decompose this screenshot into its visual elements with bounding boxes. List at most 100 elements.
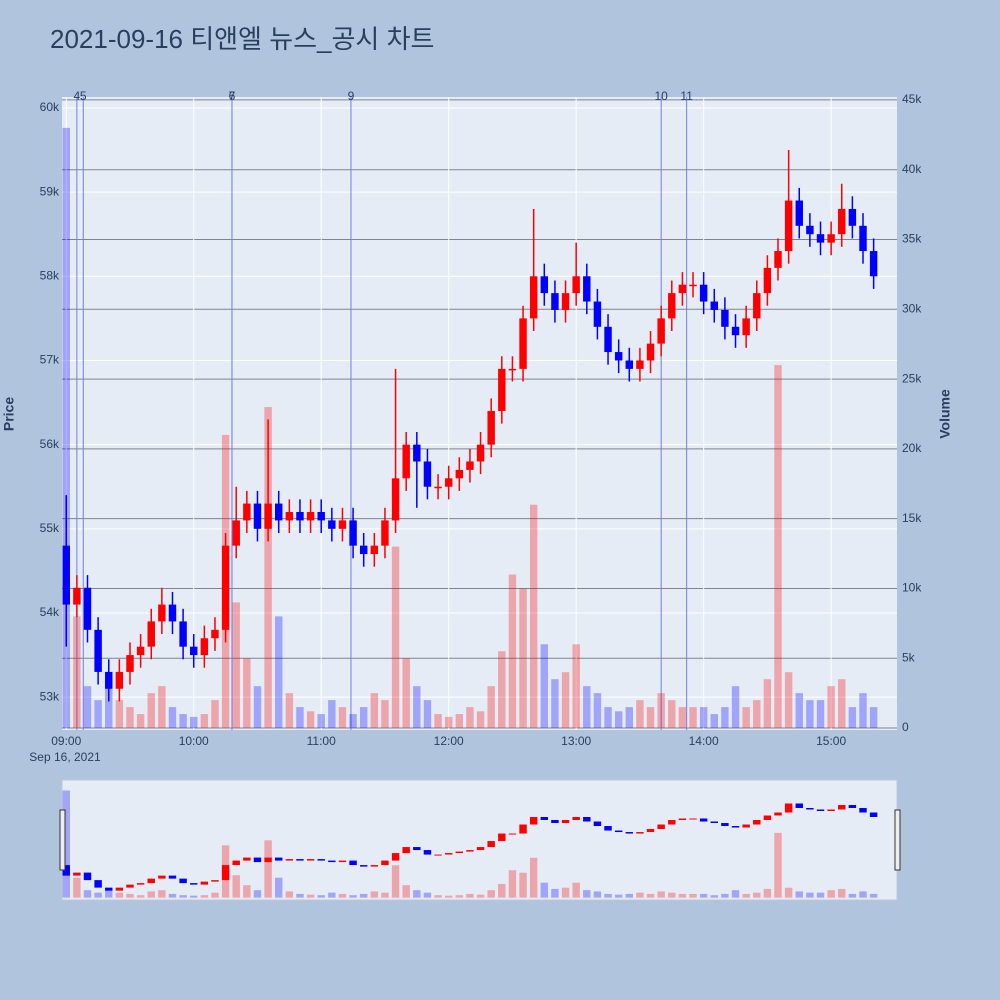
volume-bar xyxy=(816,700,825,729)
volume-bar xyxy=(381,700,389,729)
candle-body xyxy=(115,671,124,689)
mini-volume-bar xyxy=(508,870,517,898)
news-label: 4 xyxy=(74,89,81,103)
mini-volume-bar xyxy=(848,893,857,898)
candle-body xyxy=(94,629,102,672)
mini-volume-bar xyxy=(742,893,750,898)
volume-bar xyxy=(370,693,379,729)
candle-body xyxy=(62,545,70,605)
volume-bar xyxy=(62,127,70,729)
candle-body xyxy=(540,276,549,294)
candle-body xyxy=(604,326,612,353)
mini-volume-bar xyxy=(285,891,294,898)
slider-handle-left[interactable] xyxy=(59,809,66,871)
range-slider[interactable] xyxy=(61,779,898,901)
volume-bar xyxy=(636,700,644,729)
x-tick-label: 13:00 xyxy=(561,734,591,748)
volume-bar xyxy=(795,693,803,729)
mini-volume-bar xyxy=(413,890,421,898)
mini-volume-bar xyxy=(434,895,442,898)
y-axis-label: Price xyxy=(1,397,17,431)
candle-body xyxy=(243,503,251,521)
news-label: 11 xyxy=(680,89,693,103)
mini-volume-bar xyxy=(423,892,432,898)
mini-volume-bar xyxy=(115,892,124,898)
mini-volume-bar xyxy=(859,891,867,898)
candle-body xyxy=(848,208,857,226)
mini-volume-bar xyxy=(94,892,102,898)
candle-body xyxy=(859,225,867,252)
candle-body xyxy=(434,486,442,489)
mini-volume-bar xyxy=(359,893,368,898)
volume-bar xyxy=(317,714,325,729)
x-date-label: Sep 16, 2021 xyxy=(29,750,101,764)
mini-volume-bar xyxy=(126,893,134,898)
volume-bar xyxy=(540,644,549,729)
candle-body xyxy=(200,638,209,656)
candle-body xyxy=(487,410,495,445)
candle-body xyxy=(763,267,772,294)
mini-volume-bar xyxy=(816,892,825,898)
y2-tick-label: 40k xyxy=(902,162,922,176)
candle-body xyxy=(774,251,782,268)
volume-bar xyxy=(466,707,474,729)
candle-body xyxy=(402,444,410,479)
slider-handle-right[interactable] xyxy=(894,809,901,871)
volume-bar xyxy=(243,658,251,729)
candle-body xyxy=(625,360,634,369)
volume-bar xyxy=(423,700,432,729)
candle-body xyxy=(264,503,272,529)
volume-bar xyxy=(593,693,602,729)
candle-body xyxy=(296,511,304,521)
candle-body xyxy=(551,293,559,310)
volume-bar xyxy=(498,651,506,729)
mini-volume-bar xyxy=(317,895,325,898)
candle-body xyxy=(349,520,357,546)
candle-body xyxy=(83,587,92,630)
volume-bar xyxy=(413,686,421,729)
candle-body xyxy=(636,360,644,369)
volume-bar xyxy=(678,707,687,729)
candle-body xyxy=(306,511,315,521)
volume-bar xyxy=(689,707,697,729)
mini-volume-bar xyxy=(721,893,729,898)
candle-body xyxy=(689,284,697,287)
mini-volume-bar xyxy=(498,883,506,898)
volume-bar xyxy=(455,714,464,729)
candle-body xyxy=(529,276,538,319)
mini-volume-bar xyxy=(668,892,676,898)
mini-volume-bar xyxy=(625,893,634,898)
mini-volume-bar xyxy=(253,890,262,898)
candle-body xyxy=(413,444,421,462)
mini-volume-bar xyxy=(211,892,219,898)
x-tick-label: 15:00 xyxy=(816,734,846,748)
y-tick-label: 57k xyxy=(40,353,60,367)
volume-bar xyxy=(179,714,187,729)
candle-body xyxy=(190,646,198,656)
mini-volume-bar xyxy=(296,893,304,898)
mini-volume-bar xyxy=(827,890,835,898)
mini-volume-bar xyxy=(338,893,347,898)
layers: 0 5k 10k 15k 20k 25k 30k 35k 40k 45k 53k 54k 55k 56k 5… xyxy=(40,89,922,898)
candle-body xyxy=(168,604,177,622)
y-tick-label: 53k xyxy=(40,689,60,703)
volume-bar xyxy=(508,574,517,729)
candle-body xyxy=(710,301,718,310)
mini-volume-bar xyxy=(614,894,623,898)
y2-tick-label: 5k xyxy=(902,650,916,664)
mini-volume-bar xyxy=(784,887,793,898)
volume-bar xyxy=(519,588,527,729)
volume-bar xyxy=(126,707,134,729)
candle-body xyxy=(583,276,591,302)
mini-volume-bar xyxy=(444,895,453,898)
candle-body xyxy=(498,368,506,411)
volume-bar xyxy=(83,686,92,729)
candle-body xyxy=(370,545,379,555)
mini-volume-bar xyxy=(710,895,718,898)
mini-volume-bar xyxy=(455,895,464,898)
mini-volume-bar xyxy=(583,890,591,898)
candle-body xyxy=(668,293,676,319)
mini-volume-bar xyxy=(200,895,209,898)
candle-body xyxy=(391,478,400,521)
